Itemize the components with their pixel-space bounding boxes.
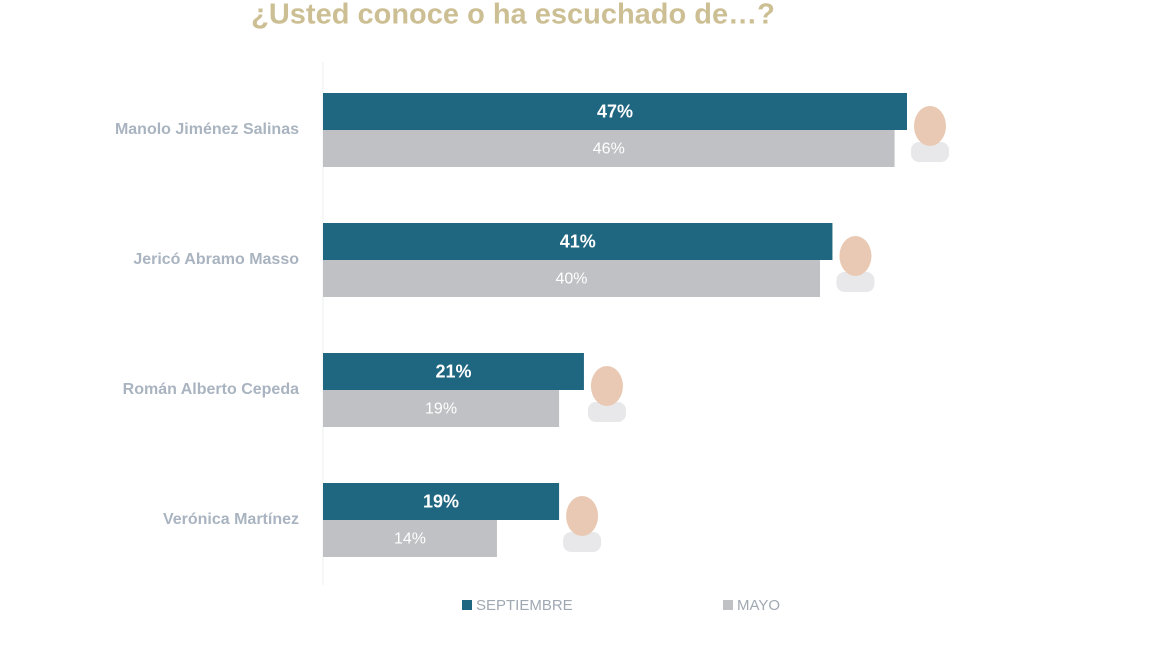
- data-label: 46%: [593, 141, 625, 158]
- portrait: [911, 106, 949, 162]
- legend-label: MAYO: [737, 597, 780, 614]
- data-label: 21%: [435, 361, 471, 381]
- legend-swatch: [462, 600, 472, 610]
- portrait: [587, 366, 626, 422]
- portrait: [836, 236, 875, 292]
- bar: [323, 390, 560, 427]
- data-label: 40%: [555, 271, 587, 288]
- chart-title: ¿Usted conoce o ha escuchado de…?: [251, 0, 775, 31]
- category-label: Verónica Martínez: [163, 511, 299, 528]
- data-label: 47%: [597, 101, 633, 121]
- portrait-body: [911, 142, 949, 162]
- category-label: Román Alberto Cepeda: [123, 381, 299, 398]
- bar: [323, 260, 821, 297]
- bar: [323, 520, 497, 557]
- bar: [323, 223, 833, 260]
- legend-swatch: [723, 600, 733, 610]
- bar: [323, 130, 895, 167]
- data-label: 14%: [394, 531, 426, 548]
- portrait-head: [914, 106, 946, 146]
- portrait-body: [836, 272, 875, 292]
- bar: [323, 483, 560, 520]
- data-label: 41%: [560, 231, 596, 251]
- portrait: [563, 496, 602, 552]
- portrait-body: [563, 532, 602, 552]
- bar: [323, 353, 584, 390]
- data-label: 19%: [425, 401, 457, 418]
- data-label: 19%: [423, 491, 459, 511]
- category-label: Jericó Abramo Masso: [133, 251, 299, 268]
- bar: [323, 93, 907, 130]
- portrait-head: [566, 496, 599, 536]
- legend-label: SEPTIEMBRE: [476, 597, 573, 614]
- portrait-head: [590, 366, 623, 406]
- portrait-head: [839, 236, 872, 276]
- portrait-body: [587, 402, 626, 422]
- category-label: Manolo Jiménez Salinas: [115, 121, 299, 138]
